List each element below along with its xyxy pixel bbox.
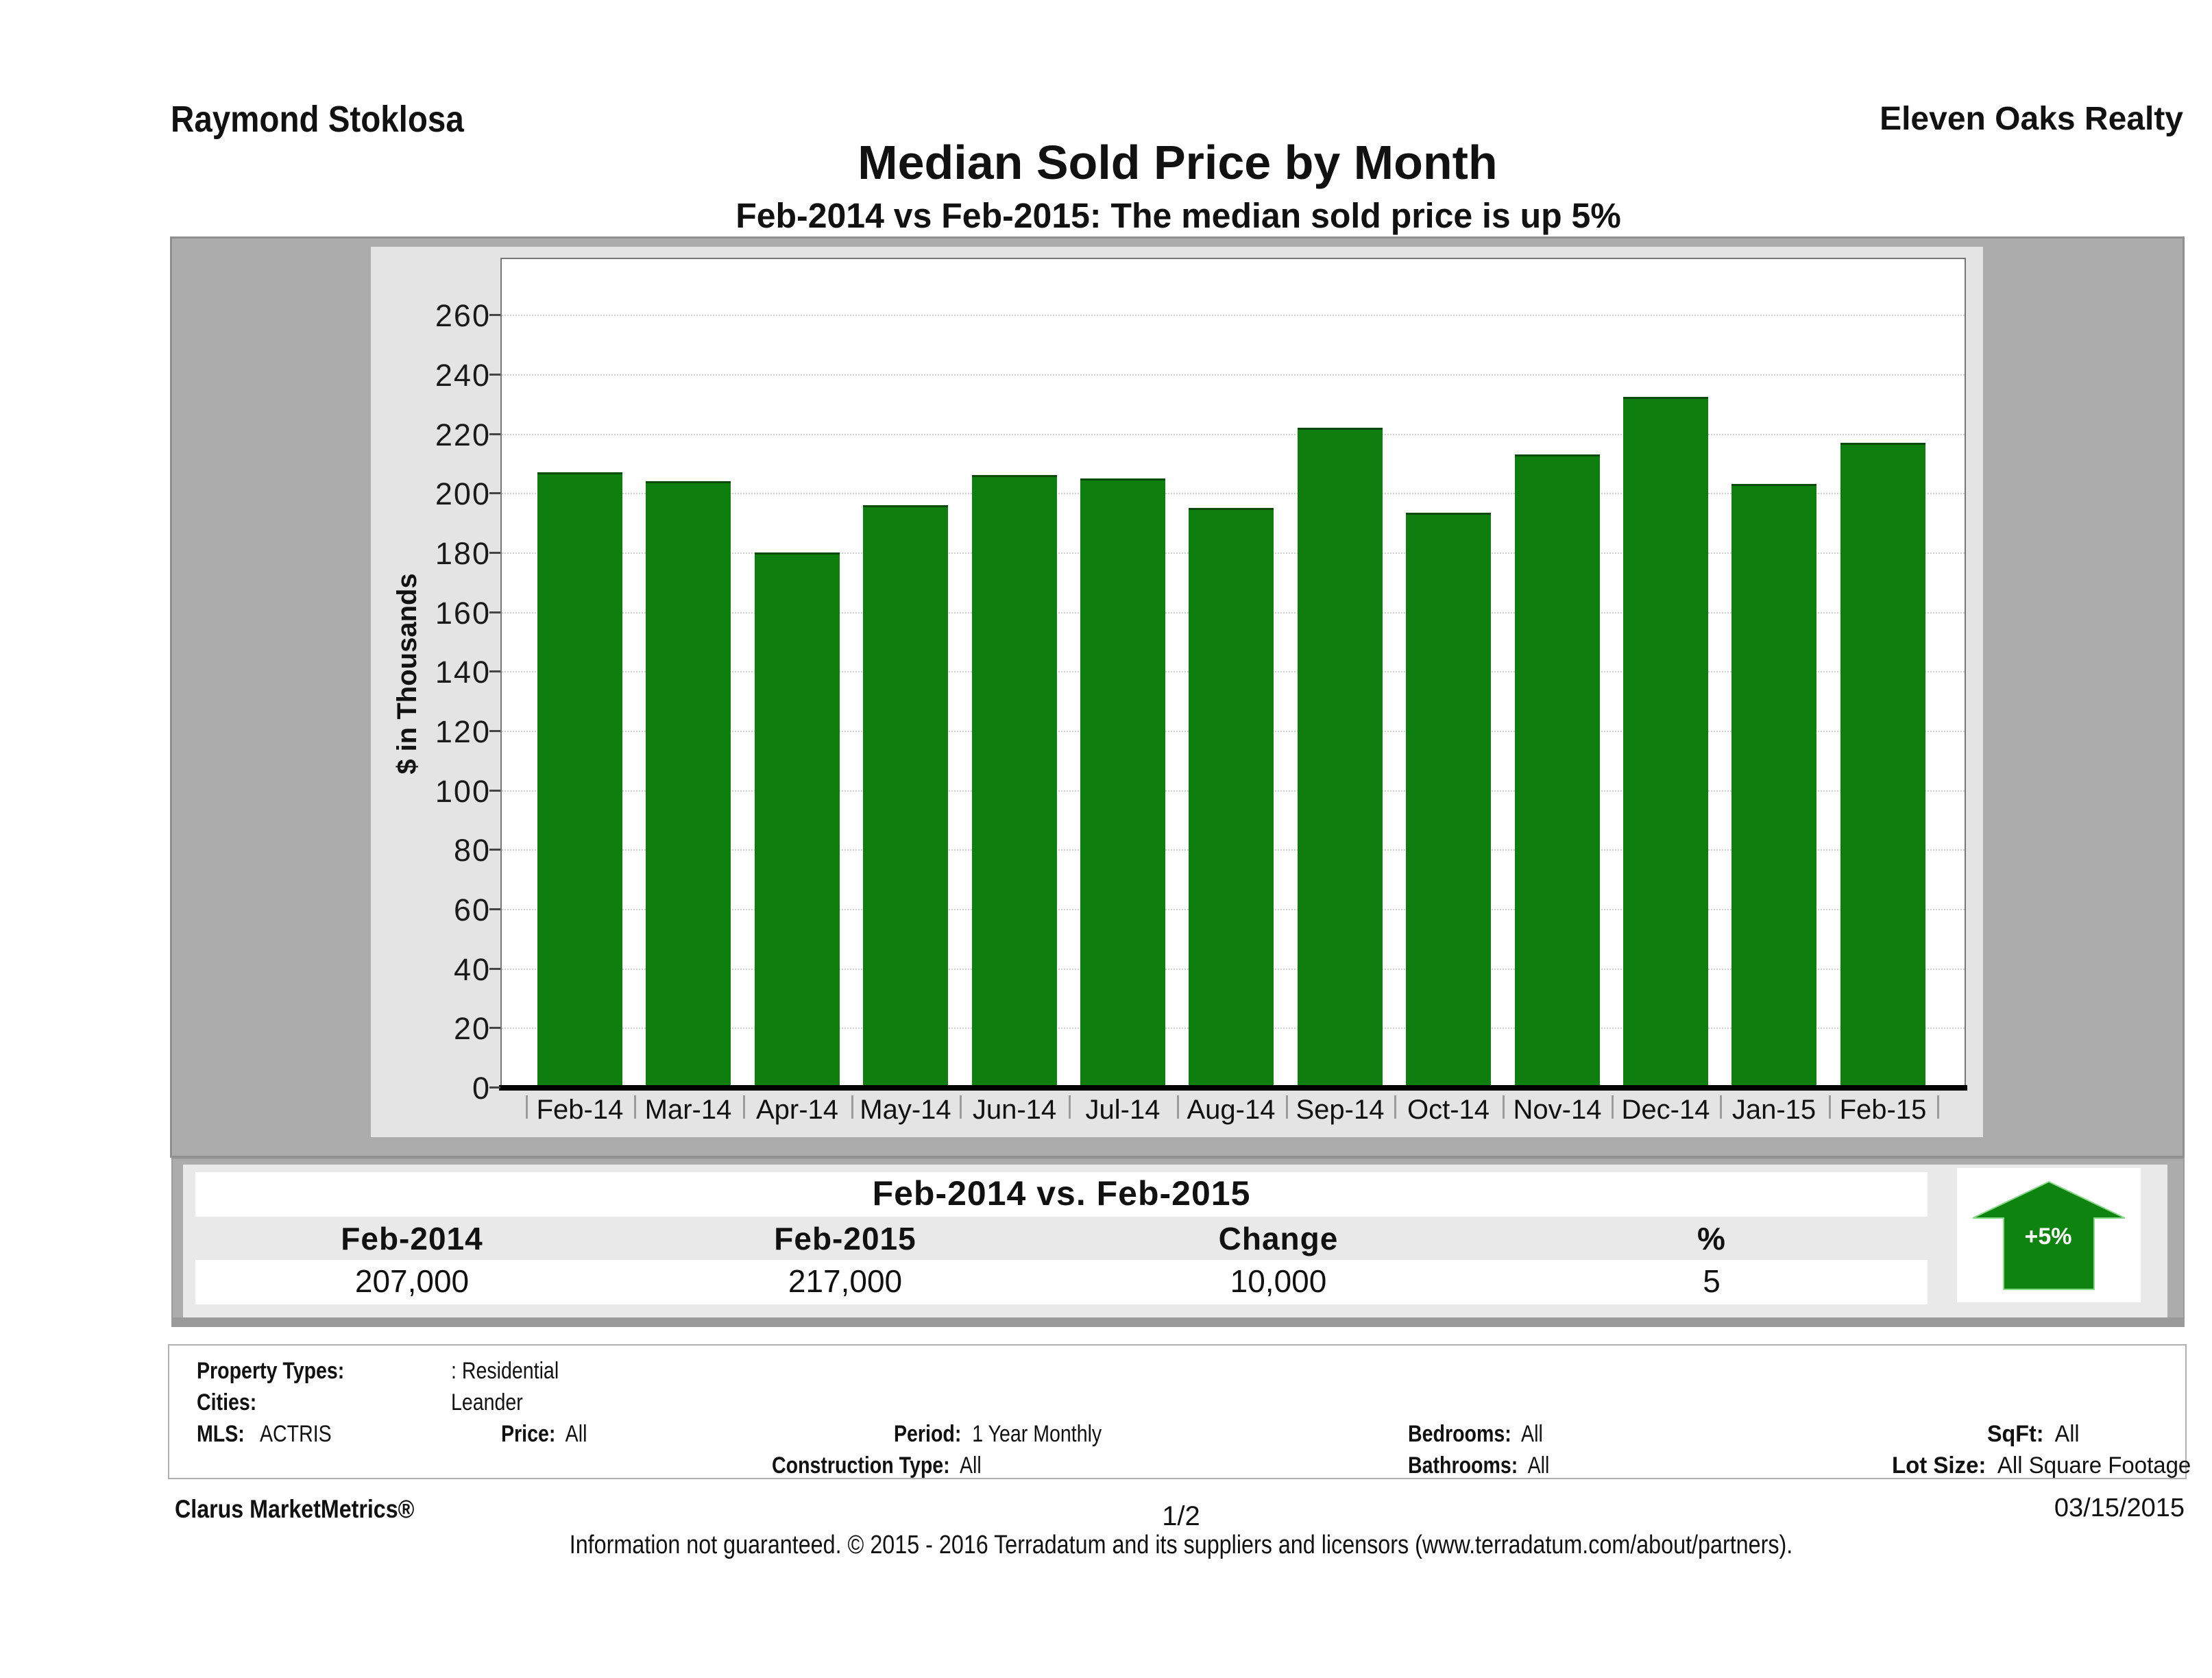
svg-text:+5%: +5% (2025, 1224, 2072, 1250)
